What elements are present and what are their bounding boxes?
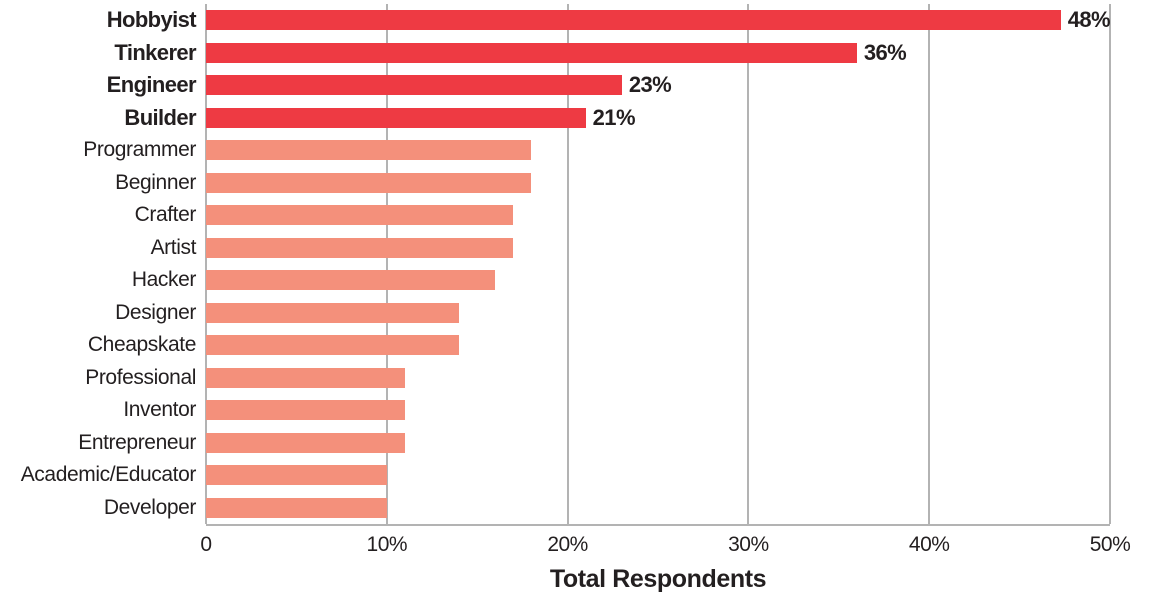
x-axis-title: Total Respondents (549, 565, 767, 593)
x-tick-label: 0 (200, 533, 212, 556)
bar-row: Entrepreneur (78, 427, 1110, 460)
bar (206, 75, 622, 96)
category-label: Crafter (134, 203, 197, 227)
category-label: Beginner (115, 170, 196, 194)
category-label: Hacker (131, 268, 197, 292)
bar (206, 497, 387, 518)
gridline (385, 4, 388, 524)
gridline (205, 4, 207, 524)
category-label: Entrepreneur (78, 430, 196, 454)
bar (206, 42, 857, 63)
bar (206, 367, 405, 388)
bar-row: Professional (85, 362, 1110, 395)
category-label: Designer (115, 300, 196, 324)
gridline (1109, 4, 1111, 524)
category-label: Cheapskate (87, 333, 196, 357)
bar-row: Developer (104, 492, 1110, 525)
bar (206, 400, 405, 421)
bar (206, 302, 460, 323)
bar-row: Academic/Educator (21, 459, 1110, 492)
value-label: 21% (592, 104, 636, 130)
x-tick-label: 20% (547, 533, 588, 556)
gridline (566, 4, 569, 524)
value-label: 36% (863, 39, 907, 65)
category-label: Professional (85, 365, 196, 389)
category-label: Inventor (123, 398, 196, 422)
bar (206, 107, 586, 128)
category-label: Developer (103, 495, 197, 519)
category-label: Academic/Educator (20, 463, 197, 487)
bar-row: Crafter (135, 199, 1110, 232)
bar-row: Engineer 23% (107, 69, 1110, 102)
bar-row: Inventor (123, 394, 1110, 427)
bar (206, 172, 532, 193)
bar (206, 237, 514, 258)
bar-row: Cheapskate (88, 329, 1110, 362)
x-tick-label: 40% (908, 533, 950, 556)
category-label: Builder (124, 104, 196, 130)
x-tick-label: 10% (366, 533, 408, 556)
bar-row: Tinkerer 36% (114, 37, 1110, 70)
gridline (747, 4, 750, 524)
x-tick-label: 30% (728, 533, 769, 556)
value-label: 48% (1067, 7, 1111, 33)
bar-row: Beginner (115, 167, 1110, 200)
plot-area: Hobbyist 48% Tinkerer 36% Engineer 23% Builder… (21, 4, 1111, 526)
bar-row: Builder 21% (124, 102, 1110, 135)
category-label: Artist (150, 235, 197, 259)
category-label: Engineer (106, 72, 197, 98)
bar (206, 335, 460, 356)
category-label: Tinkerer (114, 39, 196, 65)
bar-rows: Hobbyist 48% Tinkerer 36% Engineer 23% Builder… (21, 4, 1111, 525)
category-label: Hobbyist (106, 7, 197, 33)
value-label: 23% (628, 72, 672, 98)
x-axis-ticks: 0 10% 20% 30% 40% 50% (200, 533, 1130, 559)
bar (206, 432, 405, 453)
bar (206, 465, 387, 486)
bar (206, 140, 532, 161)
bar-row: Hobbyist 48% (107, 4, 1111, 37)
bar (206, 270, 496, 291)
bar (206, 10, 1061, 31)
x-tick-label: 50% (1089, 533, 1131, 556)
category-label: Programmer (83, 138, 196, 162)
bar-row: Hacker (132, 264, 1110, 297)
bar-row: Designer (115, 297, 1110, 330)
bar (206, 205, 514, 226)
gridline (928, 4, 931, 524)
bar-row: Artist (151, 232, 1110, 265)
bar-row: Programmer (83, 134, 1110, 167)
